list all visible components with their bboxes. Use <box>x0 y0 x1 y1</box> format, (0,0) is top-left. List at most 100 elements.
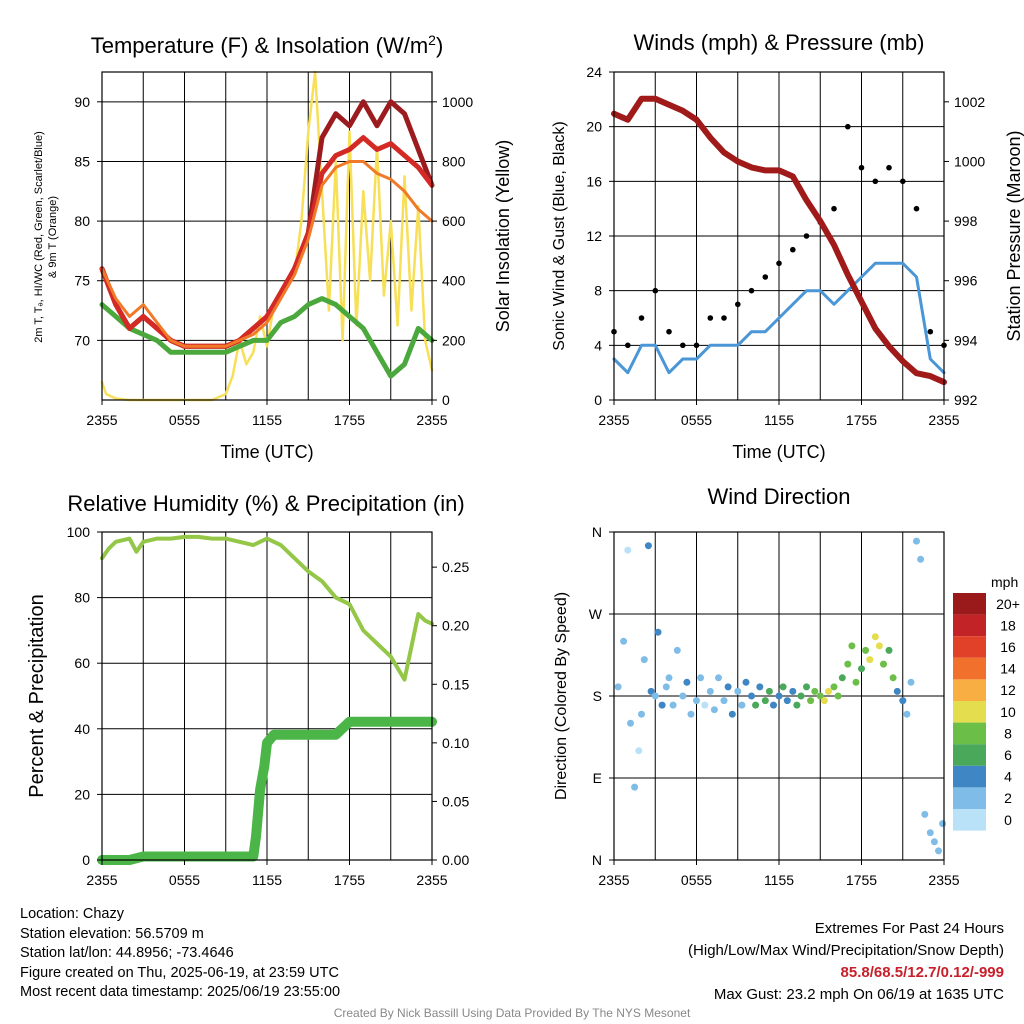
temp-ytick-label: 70 <box>74 332 90 348</box>
rh-grid <box>142 532 392 860</box>
wind-title: Winds (mph) & Pressure (mb) <box>634 30 925 55</box>
dir-title: Wind Direction <box>707 484 850 509</box>
sonic-wind-line <box>612 261 946 375</box>
dir-ytick-label: W <box>589 606 603 622</box>
meteogram-figure: Temperature (F) & Insolation (W/m2) Wind… <box>26 30 1024 888</box>
direction-point <box>662 683 670 691</box>
direction-point <box>893 687 901 695</box>
rh-xtick-label: 1155 <box>252 872 282 888</box>
direction-point <box>921 810 929 818</box>
temp-ytick-label-right: 200 <box>442 332 466 348</box>
rh-ytick-label: 80 <box>74 590 90 606</box>
direction-point <box>907 678 915 686</box>
legend-swatch <box>953 809 986 831</box>
wind-ylabel-right: Station Pressure (Maroon) <box>1004 130 1024 341</box>
rh-ytick-label: 40 <box>74 721 90 737</box>
dir-ytick-label: N <box>592 852 602 868</box>
direction-point <box>624 546 632 554</box>
wind-ytick-label: 0 <box>594 392 602 408</box>
legend-swatch <box>953 614 986 637</box>
wind-ytick-label: 24 <box>586 64 602 80</box>
wind-ytick-label-right: 996 <box>954 273 978 289</box>
dir-xtick-label: 1755 <box>846 872 877 888</box>
direction-point <box>807 697 815 705</box>
temp-ytick-label-right: 800 <box>442 153 466 169</box>
legend-label: 18 <box>1000 617 1016 633</box>
recent-timestamp: Most recent data timestamp: 2025/06/19 2… <box>20 984 341 1000</box>
precip-line <box>97 716 437 865</box>
temp-ytick-label-right: 600 <box>442 213 466 229</box>
rh-line <box>100 534 434 682</box>
legend-swatch <box>953 765 986 788</box>
direction-point <box>939 820 947 828</box>
gust-point <box>638 315 645 321</box>
rh-xtick-label: 1755 <box>334 872 365 888</box>
rh-title: Relative Humidity (%) & Precipitation (i… <box>67 491 464 516</box>
legend-label: 10 <box>1000 704 1016 720</box>
wind-ytick-label-right: 1002 <box>954 94 985 110</box>
legend-label: 20+ <box>996 596 1020 612</box>
legend-swatch <box>953 636 986 658</box>
max-gust: Max Gust: 23.2 mph On 06/19 at 1635 UTC <box>713 986 1004 1003</box>
temp-title: Temperature (F) & Insolation (W/m2) <box>91 32 444 58</box>
direction-point <box>889 674 897 682</box>
gust-point <box>762 274 769 280</box>
legend-label: 4 <box>1004 769 1012 785</box>
direction-point <box>844 660 852 668</box>
direction-point <box>752 701 760 709</box>
direction-point <box>913 537 920 545</box>
direction-point <box>783 697 791 705</box>
direction-point <box>871 633 879 641</box>
direction-point <box>715 674 722 682</box>
direction-point <box>838 674 846 682</box>
direction-point <box>710 706 718 714</box>
direction-point <box>935 847 942 855</box>
direction-point <box>748 692 755 700</box>
temp-xtick-label: 1755 <box>334 412 365 428</box>
legend-swatch <box>953 657 986 680</box>
rh-ytick-label: 100 <box>67 524 91 540</box>
legend-swatch <box>953 744 986 766</box>
extremes-box: Extremes For Past 24 Hours (High/Low/Max… <box>688 918 1004 1006</box>
direction-point <box>761 697 769 705</box>
gust-point <box>858 164 865 171</box>
direction-point <box>638 710 645 718</box>
temp-ylabel-left-1: 2m T, Tₔ, HI/WC (Red, Green, Scarlet/Blu… <box>33 131 45 343</box>
direction-point <box>793 701 801 709</box>
temp-ytick-label: 90 <box>74 94 90 110</box>
temp-ytick-label-right: 400 <box>442 273 466 289</box>
temp-9m-line <box>100 160 434 348</box>
extremes-subtitle: (High/Low/Max Wind/Precipitation/Snow De… <box>688 942 1004 959</box>
gust-point <box>776 260 782 267</box>
dir-ylabel-left: Direction (Colored By Speed) <box>553 592 570 800</box>
direction-point <box>756 683 764 691</box>
direction-point <box>848 642 856 650</box>
wind-xtick-label: 1755 <box>846 412 877 428</box>
gust-point <box>803 233 810 239</box>
temp-xtick-label: 0555 <box>169 412 200 428</box>
direction-point <box>651 692 659 700</box>
wind-ylabel-left: Sonic Wind & Gust (Blue, Black) <box>551 121 568 350</box>
temp-xlabel: Time (UTC) <box>220 442 313 462</box>
direction-point <box>614 683 622 691</box>
dir-ytick-label: N <box>592 524 602 540</box>
direction-point <box>825 687 832 695</box>
direction-point <box>728 710 736 718</box>
direction-point <box>693 697 700 705</box>
direction-point <box>742 678 750 686</box>
rh-ytick-label: 0 <box>82 852 90 868</box>
rh-ytick-label-right: 0.20 <box>442 618 469 634</box>
temp-ylabel-left-2: & 9m T (Orange) <box>47 196 59 278</box>
gust-point <box>680 342 686 349</box>
wind-ytick-label-right: 994 <box>954 332 978 348</box>
temp-ytick-label: 85 <box>74 153 90 169</box>
direction-point <box>820 697 828 705</box>
direction-point <box>779 683 787 691</box>
direction-point <box>830 683 838 691</box>
legend-label: 16 <box>1000 639 1016 655</box>
direction-point <box>687 710 695 718</box>
legend-label: 14 <box>1000 661 1016 677</box>
direction-point <box>852 678 860 686</box>
legend-label: 2 <box>1004 790 1012 806</box>
temp-ytick-label: 75 <box>74 273 90 289</box>
